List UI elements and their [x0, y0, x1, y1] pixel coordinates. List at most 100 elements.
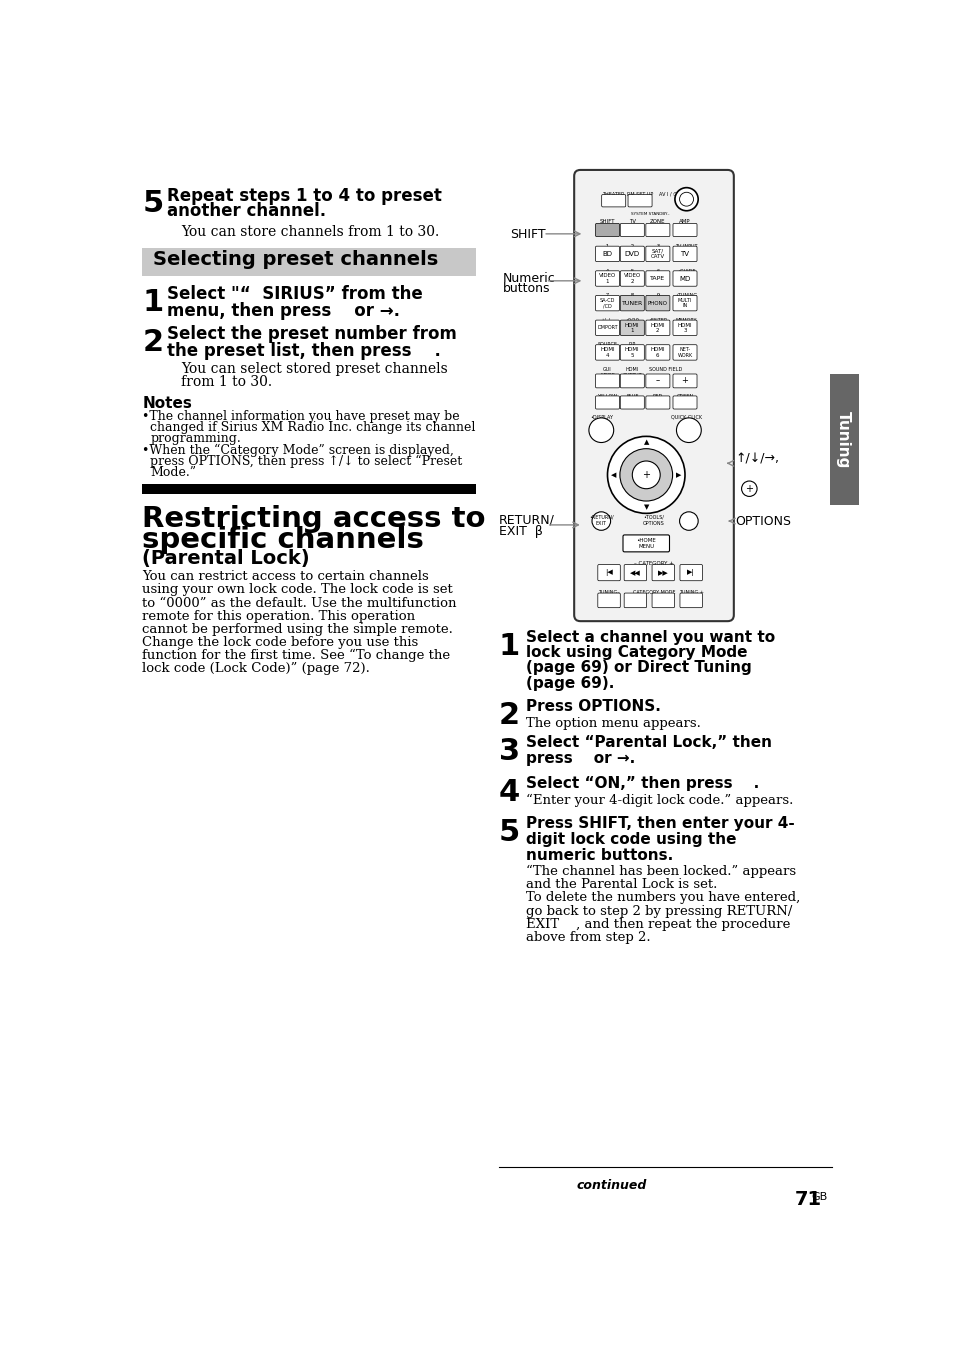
Text: •TOOLS/
OPTIONS: •TOOLS/ OPTIONS	[642, 515, 664, 526]
Circle shape	[679, 512, 698, 530]
Text: “Enter your 4-digit lock code.” appears.: “Enter your 4-digit lock code.” appears.	[525, 794, 793, 807]
Bar	[829, 375, 858, 504]
Text: AV I / ∅: AV I / ∅	[659, 192, 677, 196]
FancyBboxPatch shape	[679, 565, 701, 581]
Text: ◀: ◀	[610, 472, 616, 477]
FancyBboxPatch shape	[672, 345, 697, 360]
Text: continued: continued	[576, 1179, 646, 1191]
Text: Press OPTIONS.: Press OPTIONS.	[525, 699, 660, 714]
Text: 3: 3	[498, 737, 519, 767]
Text: ▲: ▲	[643, 439, 648, 446]
Text: programming.: programming.	[150, 431, 241, 445]
Text: Select “Parental Lock,” then: Select “Parental Lock,” then	[525, 735, 771, 750]
Text: HDMI
4: HDMI 4	[599, 347, 614, 358]
Text: .7: .7	[604, 293, 610, 299]
Text: You can restrict access to certain channels: You can restrict access to certain chann…	[142, 571, 429, 583]
FancyBboxPatch shape	[595, 396, 618, 410]
Circle shape	[592, 512, 610, 530]
Text: VIDEO
2: VIDEO 2	[623, 273, 640, 284]
Text: VIDEO
1: VIDEO 1	[598, 273, 616, 284]
Text: Notes: Notes	[142, 396, 193, 411]
FancyBboxPatch shape	[652, 594, 674, 607]
Circle shape	[674, 188, 698, 211]
FancyBboxPatch shape	[679, 594, 701, 607]
Text: press OPTIONS, then press ↑/↓ to select “Preset: press OPTIONS, then press ↑/↓ to select …	[150, 454, 462, 468]
Text: Selecting preset channels: Selecting preset channels	[153, 250, 438, 269]
Text: .2: .2	[629, 243, 635, 249]
FancyBboxPatch shape	[623, 594, 646, 607]
Text: RETURN/: RETURN/	[498, 514, 555, 526]
Text: HDMI
2: HDMI 2	[650, 323, 664, 333]
Text: above from step 2.: above from step 2.	[525, 930, 650, 944]
Text: .1: .1	[604, 243, 610, 249]
Text: •The channel information you have preset may be: •The channel information you have preset…	[142, 410, 459, 423]
Text: DVD: DVD	[624, 251, 639, 257]
FancyBboxPatch shape	[574, 170, 733, 621]
FancyBboxPatch shape	[672, 270, 697, 287]
Circle shape	[588, 418, 613, 442]
Circle shape	[632, 461, 659, 488]
FancyBboxPatch shape	[672, 375, 697, 388]
FancyBboxPatch shape	[672, 396, 697, 410]
FancyBboxPatch shape	[619, 320, 643, 335]
Text: specific channels: specific channels	[142, 526, 424, 554]
Text: You can store channels from 1 to 30.: You can store channels from 1 to 30.	[181, 226, 439, 239]
FancyBboxPatch shape	[672, 223, 697, 237]
Text: ▶|: ▶|	[686, 569, 695, 576]
Text: •RETURN/
EXIT: •RETURN/ EXIT	[588, 515, 613, 526]
Text: lock using Category Mode: lock using Category Mode	[525, 645, 747, 660]
FancyBboxPatch shape	[627, 195, 652, 207]
FancyBboxPatch shape	[619, 246, 643, 261]
FancyBboxPatch shape	[645, 270, 669, 287]
Bar	[142, 484, 476, 493]
Text: •DISPLAY: •DISPLAY	[589, 415, 612, 420]
Text: 1: 1	[142, 288, 164, 316]
Circle shape	[619, 449, 672, 502]
Text: YELLOW: YELLOW	[597, 393, 617, 399]
FancyBboxPatch shape	[595, 246, 618, 261]
Text: •0/10: •0/10	[625, 318, 639, 323]
Text: AMP: AMP	[679, 219, 690, 224]
FancyBboxPatch shape	[595, 345, 618, 360]
Text: Select "“  SIRIUS” from the: Select "“ SIRIUS” from the	[167, 285, 422, 303]
Text: ▶: ▶	[676, 472, 680, 477]
Text: BD: BD	[602, 251, 612, 257]
Text: Select a channel you want to: Select a channel you want to	[525, 630, 775, 645]
Text: RM SET UP: RM SET UP	[626, 192, 653, 196]
Text: TV: TV	[628, 219, 635, 224]
FancyBboxPatch shape	[619, 223, 643, 237]
Text: the preset list, then press    .: the preset list, then press .	[167, 342, 440, 360]
Text: +/–/––: +/–/––	[599, 318, 615, 323]
Text: TV: TV	[679, 251, 689, 257]
Text: .9: .9	[655, 293, 659, 299]
Text: menu, then press    or →.: menu, then press or →.	[167, 301, 400, 319]
FancyBboxPatch shape	[623, 565, 646, 581]
Text: •ENTER: •ENTER	[648, 318, 667, 323]
FancyBboxPatch shape	[672, 246, 697, 261]
Text: changed if Sirius XM Radio Inc. change its channel: changed if Sirius XM Radio Inc. change i…	[150, 420, 476, 434]
Text: .4: .4	[604, 269, 610, 273]
FancyBboxPatch shape	[619, 375, 643, 388]
Text: Numeric: Numeric	[502, 272, 555, 285]
FancyBboxPatch shape	[619, 396, 643, 410]
FancyBboxPatch shape	[595, 320, 618, 335]
Text: digit lock code using the: digit lock code using the	[525, 831, 736, 848]
Text: press    or →.: press or →.	[525, 752, 635, 767]
Circle shape	[740, 481, 757, 496]
Text: ↑/↓/→,: ↑/↓/→,	[735, 453, 779, 466]
FancyBboxPatch shape	[619, 270, 643, 287]
Text: SA-CD
/CD: SA-CD /CD	[599, 297, 615, 308]
Text: HDMI
OUTPUT: HDMI OUTPUT	[622, 366, 641, 377]
FancyBboxPatch shape	[601, 195, 625, 207]
Text: OPTIONS: OPTIONS	[735, 515, 791, 527]
Text: .8: .8	[629, 293, 635, 299]
Text: THEATER: THEATER	[602, 192, 624, 196]
Text: Change the lock code before you use this: Change the lock code before you use this	[142, 635, 418, 649]
Text: go back to step 2 by pressing RETURN/: go back to step 2 by pressing RETURN/	[525, 904, 792, 918]
Text: HDMI
1: HDMI 1	[624, 323, 639, 333]
Text: ZONE: ZONE	[649, 219, 665, 224]
Text: buttons: buttons	[502, 283, 550, 295]
Text: SOURCE: SOURCE	[597, 342, 617, 347]
FancyBboxPatch shape	[652, 565, 674, 581]
Text: and the Parental Lock is set.: and the Parental Lock is set.	[525, 879, 717, 891]
